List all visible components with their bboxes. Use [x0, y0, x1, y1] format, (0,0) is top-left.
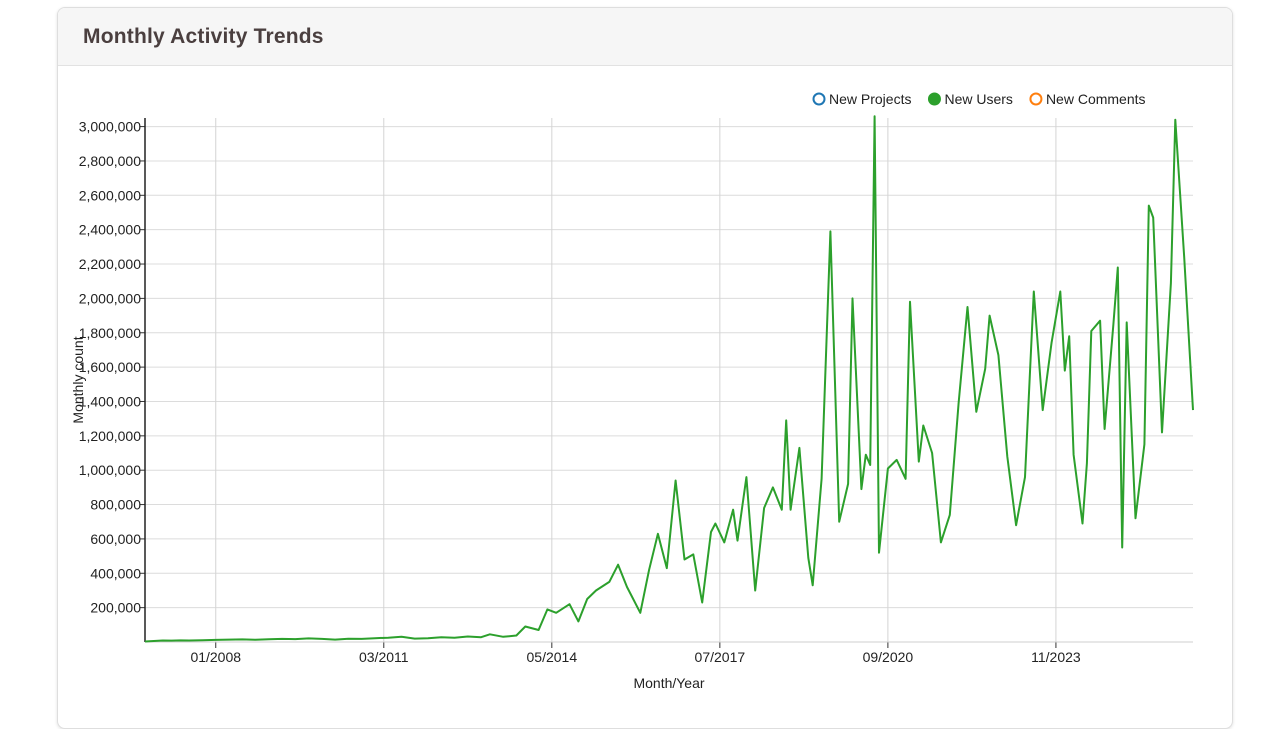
x-tick-label: 03/2011	[359, 649, 409, 665]
y-tick-label: 2,600,000	[79, 187, 141, 203]
series-line-new-users	[144, 115, 1194, 643]
y-tick-label: 1,000,000	[79, 462, 141, 478]
x-axis-title: Month/Year	[633, 675, 704, 691]
x-tick-label: 01/2008	[190, 649, 241, 665]
card-title: Monthly Activity Trends	[83, 25, 324, 48]
x-tick-label: 09/2020	[863, 649, 914, 665]
legend-marker	[927, 92, 941, 106]
y-tick-label: 400,000	[90, 565, 141, 581]
y-tick-label: 800,000	[90, 497, 141, 513]
y-tick-label: 1,200,000	[79, 428, 141, 444]
x-tick-label: 07/2017	[695, 649, 746, 665]
legend-marker	[1029, 92, 1043, 106]
y-tick-label: 3,000,000	[79, 119, 141, 135]
y-tick-label: 2,000,000	[79, 290, 141, 306]
activity-line-chart: 200,000 400,000 600,000 800,000 1,000,000 1,2…	[70, 91, 1194, 691]
y-tick-label: 600,000	[90, 531, 141, 547]
card-header: Monthly Activity Trends	[58, 8, 1232, 66]
series-layer	[144, 115, 1194, 643]
y-tick-label: 1,600,000	[79, 359, 141, 375]
y-axis-title: Monthly count	[70, 336, 86, 423]
x-tick-label: 11/2023	[1031, 649, 1081, 665]
legend-item-new-comments[interactable]: New Comments	[1029, 91, 1146, 107]
legend-item-new-users[interactable]: New Users	[927, 91, 1013, 107]
axes: 200,000 400,000 600,000 800,000 1,000,000 1,2…	[79, 118, 1193, 665]
legend[interactable]: New Projects New Users New Comments	[812, 91, 1146, 107]
legend-item-new-projects[interactable]: New Projects	[812, 91, 912, 107]
legend-label: New Comments	[1046, 91, 1146, 107]
legend-marker	[812, 92, 826, 106]
y-tick-label: 2,400,000	[79, 222, 141, 238]
legend-label: New Users	[944, 91, 1012, 107]
chart-card: Monthly Activity Trends	[57, 7, 1233, 729]
legend-label: New Projects	[829, 91, 911, 107]
x-tick-label: 05/2014	[527, 649, 578, 665]
y-tick-label: 1,400,000	[79, 393, 141, 409]
y-tick-label: 2,200,000	[79, 256, 141, 272]
y-tick-label: 200,000	[90, 600, 141, 616]
grid	[145, 118, 1193, 642]
y-tick-label: 1,800,000	[79, 325, 141, 341]
y-tick-label: 2,800,000	[79, 153, 141, 169]
